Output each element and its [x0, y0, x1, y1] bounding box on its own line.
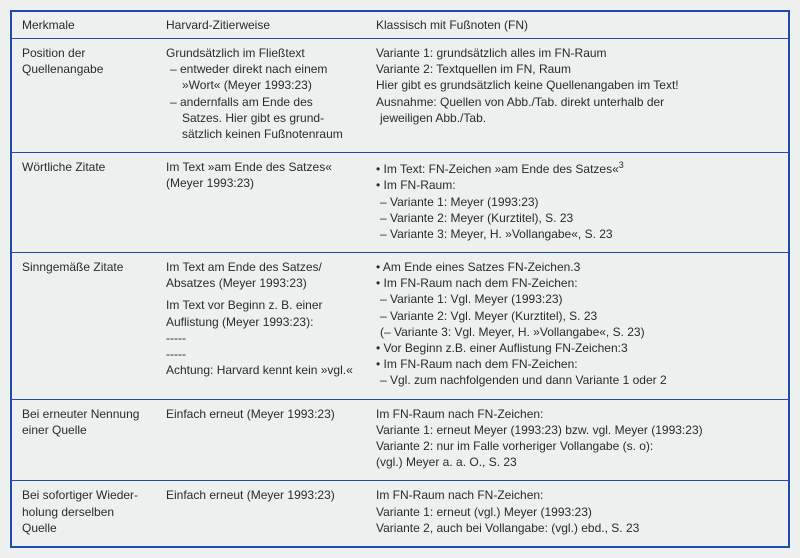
text: Absatzes (Meyer 1993:23) [166, 275, 356, 291]
cell-klassisch: • Am Ende eines Satzes FN-Zeichen.3 • Im… [366, 253, 789, 400]
text: • Vor Beginn z.B. einer Auflistung FN-Ze… [376, 340, 778, 356]
table-row: Bei sofortiger Wieder- holung derselben … [11, 481, 789, 547]
text: einer Quelle [22, 422, 146, 438]
text: • Im FN-Raum: [376, 177, 778, 193]
text: – andernfalls am Ende des [166, 94, 356, 110]
text: sätzlich keinen Fußnotenraum [166, 126, 356, 142]
text: – Variante 1: Vgl. Meyer (1993:23) [376, 291, 778, 307]
text: (Meyer 1993:23) [166, 175, 356, 191]
cell-harvard: Einfach erneut (Meyer 1993:23) [156, 399, 366, 481]
cell-harvard: Im Text am Ende des Satzes/ Absatzes (Me… [156, 253, 366, 400]
cell-merkmale: Bei erneuter Nennung einer Quelle [11, 399, 156, 481]
text: (– Variante 3: Vgl. Meyer, H. »Vollangab… [376, 324, 778, 340]
footnote-marker: 3 [619, 160, 624, 170]
text: ----- [166, 346, 356, 362]
text: – Vgl. zum nachfolgenden und dann Varian… [376, 372, 778, 388]
text: Achtung: Harvard kennt kein »vgl.« [166, 362, 356, 378]
text: Bei erneuter Nennung [22, 406, 146, 422]
text: jeweiligen Abb./Tab. [376, 110, 778, 126]
text: Auflistung (Meyer 1993:23): [166, 314, 356, 330]
text: – Variante 1: Meyer (1993:23) [376, 194, 778, 210]
text: Quellenangabe [22, 61, 146, 77]
text: – entweder direkt nach einem [166, 61, 356, 77]
text: holung derselben Quelle [22, 504, 146, 536]
cell-merkmale: Sinngemäße Zitate [11, 253, 156, 400]
text: ----- [166, 330, 356, 346]
text: Im FN-Raum nach FN-Zeichen: [376, 406, 778, 422]
text: • Im FN-Raum nach dem FN-Zeichen: [376, 356, 778, 372]
cell-klassisch: Variante 1: grundsätzlich alles im FN-Ra… [366, 39, 789, 153]
text: Variante 2: nur im Falle vorheriger Voll… [376, 438, 778, 454]
table-row: Wörtliche Zitate Im Text »am Ende des Sa… [11, 153, 789, 253]
header-merkmale: Merkmale [11, 11, 156, 39]
cell-merkmale: Bei sofortiger Wieder- holung derselben … [11, 481, 156, 547]
text: Im Text »am Ende des Satzes« [166, 159, 356, 175]
text: Grundsätzlich im Fließtext [166, 45, 356, 61]
text: Satzes. Hier gibt es grund- [166, 110, 356, 126]
cell-merkmale: Wörtliche Zitate [11, 153, 156, 253]
text: Ausnahme: Quellen von Abb./Tab. direkt u… [376, 94, 778, 110]
text: – Variante 2: Meyer (Kurztitel), S. 23 [376, 210, 778, 226]
text: Im Text vor Beginn z. B. einer [166, 297, 356, 313]
cell-harvard: Grundsätzlich im Fließtext – entweder di… [156, 39, 366, 153]
text: – Variante 2: Vgl. Meyer (Kurztitel), S.… [376, 308, 778, 324]
cell-klassisch: Im FN-Raum nach FN-Zeichen: Variante 1: … [366, 399, 789, 481]
table-row: Bei erneuter Nennung einer Quelle Einfac… [11, 399, 789, 481]
text: Variante 2, auch bei Vollangabe: (vgl.) … [376, 520, 778, 536]
text: Im FN-Raum nach FN-Zeichen: [376, 487, 778, 503]
text: Bei sofortiger Wieder- [22, 487, 146, 503]
text: • Im FN-Raum nach dem FN-Zeichen: [376, 275, 778, 291]
header-klassisch: Klassisch mit Fußnoten (FN) [366, 11, 789, 39]
text: Hier gibt es grundsätzlich keine Quellen… [376, 77, 778, 93]
citation-comparison-table: Merkmale Harvard-Zitierweise Klassisch m… [10, 10, 790, 548]
text: Position der [22, 45, 146, 61]
cell-harvard: Im Text »am Ende des Satzes« (Meyer 1993… [156, 153, 366, 253]
text: Variante 2: Textquellen im FN, Raum [376, 61, 778, 77]
text: Variante 1: erneut (vgl.) Meyer (1993:23… [376, 504, 778, 520]
text: (vgl.) Meyer a. a. O., S. 23 [376, 454, 778, 470]
text: Im Text am Ende des Satzes/ [166, 259, 356, 275]
text: Variante 1: grundsätzlich alles im FN-Ra… [376, 45, 778, 61]
text: – Variante 3: Meyer, H. »Vollangabe«, S.… [376, 226, 778, 242]
text: • Am Ende eines Satzes FN-Zeichen.3 [376, 259, 778, 275]
table-row: Position der Quellenangabe Grundsätzlich… [11, 39, 789, 153]
text: • Im Text: FN-Zeichen »am Ende des Satze… [376, 162, 619, 176]
cell-merkmale: Position der Quellenangabe [11, 39, 156, 153]
text: • Im Text: FN-Zeichen »am Ende des Satze… [376, 159, 778, 177]
text: »Wort« (Meyer 1993:23) [166, 77, 356, 93]
cell-harvard: Einfach erneut (Meyer 1993:23) [156, 481, 366, 547]
text: Variante 1: erneut Meyer (1993:23) bzw. … [376, 422, 778, 438]
header-harvard: Harvard-Zitierweise [156, 11, 366, 39]
table-row: Sinngemäße Zitate Im Text am Ende des Sa… [11, 253, 789, 400]
cell-klassisch: Im FN-Raum nach FN-Zeichen: Variante 1: … [366, 481, 789, 547]
cell-klassisch: • Im Text: FN-Zeichen »am Ende des Satze… [366, 153, 789, 253]
table-header-row: Merkmale Harvard-Zitierweise Klassisch m… [11, 11, 789, 39]
